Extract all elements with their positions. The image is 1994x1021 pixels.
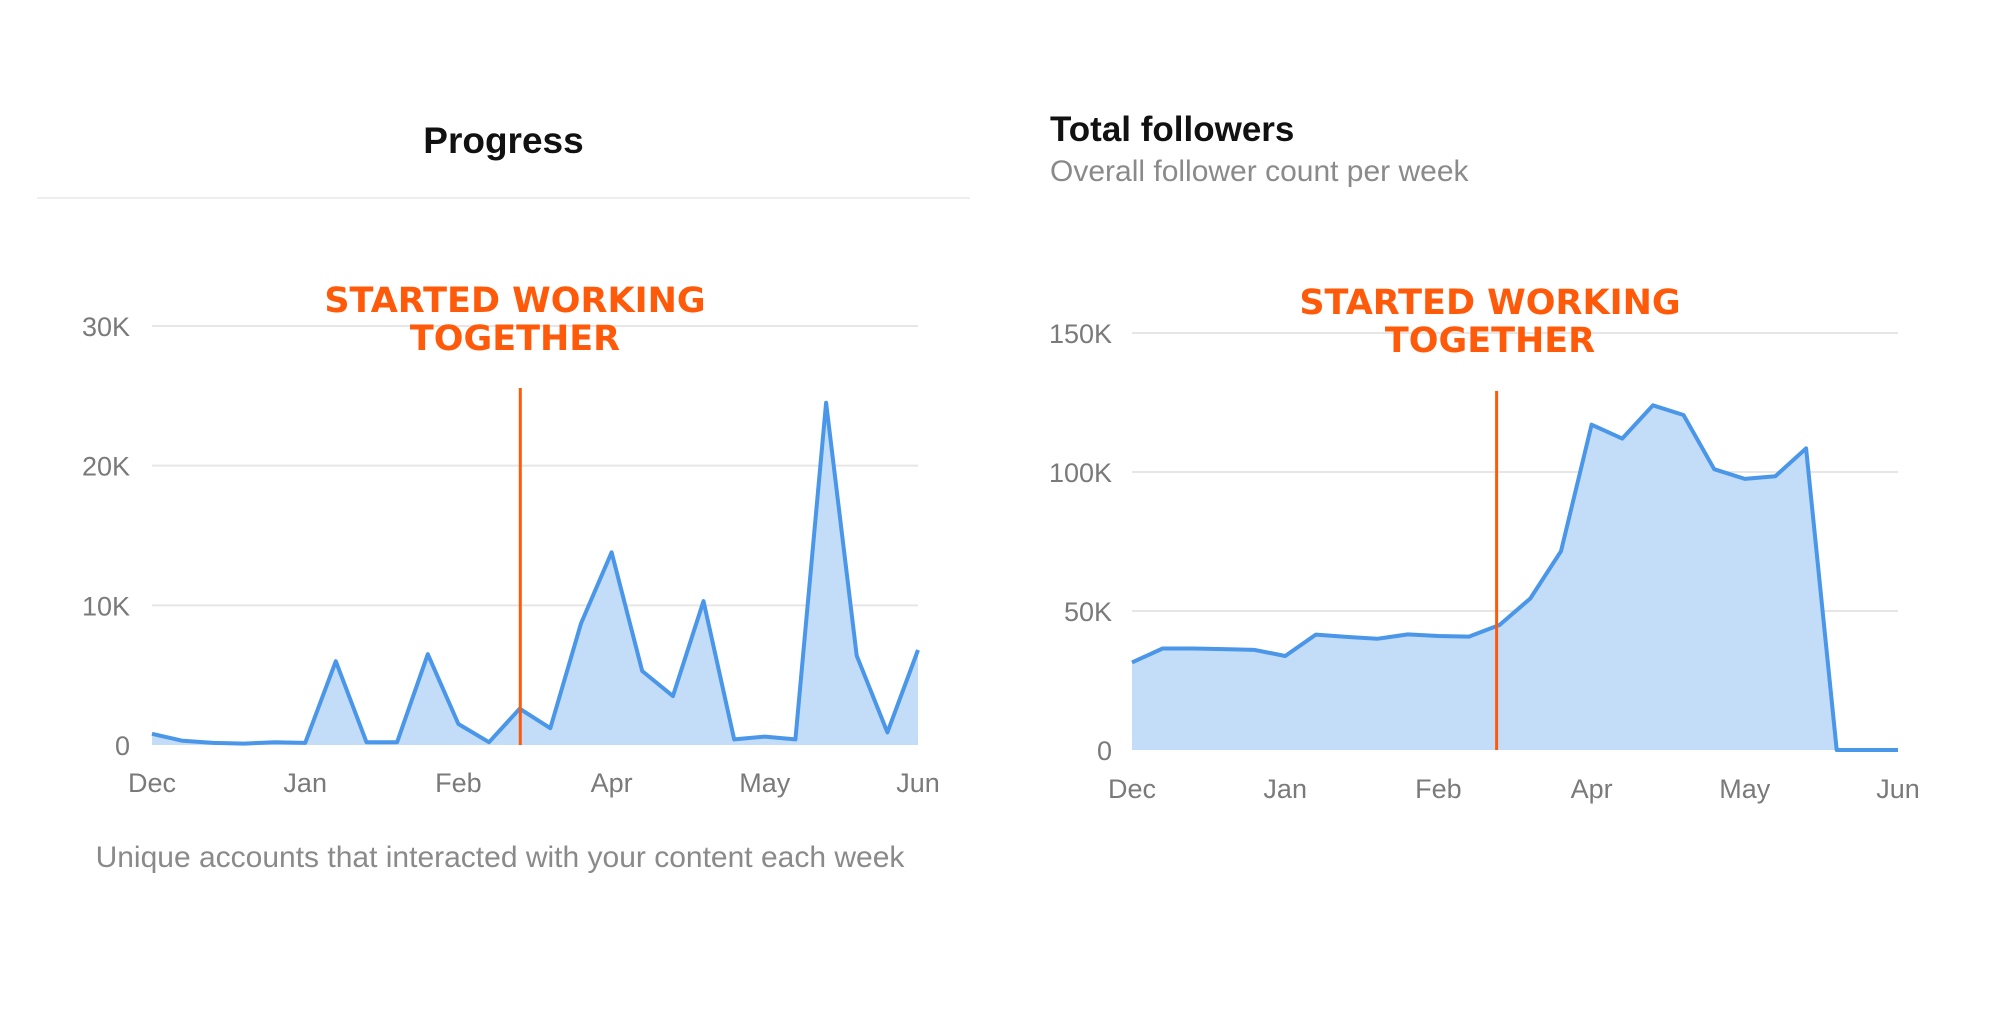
progress-x-tick-label: Apr: [591, 768, 633, 798]
progress-data-point: [242, 742, 246, 746]
progress-data-point: [273, 740, 277, 744]
progress-x-tick-label: May: [739, 768, 791, 798]
followers-data-point: [1528, 597, 1532, 601]
followers-series-line: [1131, 403, 1898, 752]
followers-data-point: [1436, 634, 1440, 638]
followers-data-point: [1161, 647, 1165, 651]
progress-y-tick-label: 30K: [82, 312, 130, 342]
progress-data-point: [793, 737, 797, 741]
progress-y-tick-label: 0: [115, 731, 130, 761]
followers-data-point: [1498, 623, 1502, 627]
followers-y-tick-label: 0: [1097, 736, 1112, 766]
progress-caption: Unique accounts that interacted with you…: [95, 841, 905, 874]
followers-data-point: [1406, 632, 1410, 636]
followers-x-tick-label: Feb: [1415, 774, 1462, 804]
progress-data-point: [579, 622, 583, 626]
followers-y-tick-label: 50K: [1064, 597, 1112, 627]
progress-series-line: [151, 400, 920, 746]
progress-data-point: [334, 659, 338, 663]
progress-data-point: [395, 740, 399, 744]
followers-data-point: [1467, 635, 1471, 639]
progress-x-tick-label: Dec: [128, 768, 176, 798]
progress-y-tick-label: 10K: [82, 591, 130, 621]
followers-data-point: [1682, 413, 1686, 417]
followers-y-tick-label: 150K: [1049, 319, 1112, 349]
followers-data-point: [1345, 635, 1349, 639]
progress-data-point: [671, 694, 675, 698]
followers-x-tick-label: Jun: [1876, 774, 1920, 804]
followers-data-point: [1712, 467, 1716, 471]
title-divider: [37, 197, 970, 199]
followers-area-fill: [1132, 405, 1898, 750]
followers-annotation-line1: STARTED WORKING: [1299, 283, 1681, 323]
progress-data-point: [885, 730, 889, 734]
progress-chart: 0 10K 20K 30K Dec Jan Feb Apr May Jun: [82, 312, 940, 798]
progress-annotation: STARTED WORKING TOGETHER: [280, 282, 750, 358]
progress-x-tick-label: Jun: [896, 768, 940, 798]
progress-panel: Progress 0 10K 20K 30K Dec Jan Feb Apr May Jun ST…: [37, 120, 970, 874]
followers-data-point: [1896, 748, 1900, 752]
followers-x-tick-label: May: [1719, 774, 1771, 804]
progress-data-point: [456, 722, 460, 726]
progress-data-point: [824, 401, 828, 405]
followers-data-point: [1314, 633, 1318, 637]
progress-data-point: [150, 732, 154, 736]
followers-data-point: [1620, 437, 1624, 441]
followers-data-point: [1651, 403, 1655, 407]
followers-data-point: [1773, 474, 1777, 478]
followers-chart: 0 50K 100K 150K Dec Jan Feb Apr May Jun: [1049, 319, 1920, 804]
progress-data-point: [855, 654, 859, 658]
progress-annotation-line2: TOGETHER: [409, 319, 621, 359]
progress-data-point: [640, 669, 644, 673]
progress-data-point: [548, 726, 552, 730]
progress-y-tick-label: 20K: [82, 452, 130, 482]
followers-data-point: [1590, 423, 1594, 427]
progress-data-point: [211, 741, 215, 745]
followers-data-point: [1559, 549, 1563, 553]
followers-data-point: [1865, 748, 1869, 752]
progress-data-point: [365, 740, 369, 744]
followers-data-point: [1191, 647, 1195, 651]
progress-annotation-line1: STARTED WORKING: [324, 281, 706, 321]
progress-title: Progress: [423, 120, 584, 161]
followers-data-point: [1375, 637, 1379, 641]
followers-data-point: [1222, 647, 1226, 651]
followers-x-tick-label: Jan: [1263, 774, 1307, 804]
followers-x-tick-label: Apr: [1571, 774, 1613, 804]
progress-x-tick-label: Jan: [283, 768, 327, 798]
followers-data-point: [1835, 748, 1839, 752]
followers-panel: Total followers Overall follower count p…: [1000, 0, 1994, 1021]
followers-x-tick-label: Dec: [1108, 774, 1156, 804]
followers-annotation: STARTED WORKING TOGETHER: [1255, 284, 1725, 360]
followers-data-point: [1804, 446, 1808, 450]
progress-x-tick-label: Feb: [435, 768, 482, 798]
progress-data-point: [610, 550, 614, 554]
followers-data-point: [1130, 660, 1134, 664]
progress-data-point: [181, 739, 185, 743]
progress-data-point: [303, 741, 307, 745]
followers-title: Total followers: [1050, 110, 1295, 149]
followers-data-point: [1253, 648, 1257, 652]
followers-annotation-line2: TOGETHER: [1384, 321, 1596, 361]
progress-data-point: [763, 735, 767, 739]
followers-subtitle: Overall follower count per week: [1050, 155, 1469, 188]
progress-data-point: [916, 648, 920, 652]
followers-data-point: [1743, 477, 1747, 481]
progress-data-point: [702, 599, 706, 603]
progress-area-fill: [152, 402, 918, 745]
progress-data-point: [487, 740, 491, 744]
followers-y-tick-label: 100K: [1049, 458, 1112, 488]
progress-data-point: [426, 652, 430, 656]
followers-data-point: [1283, 654, 1287, 658]
progress-data-point: [732, 737, 736, 741]
